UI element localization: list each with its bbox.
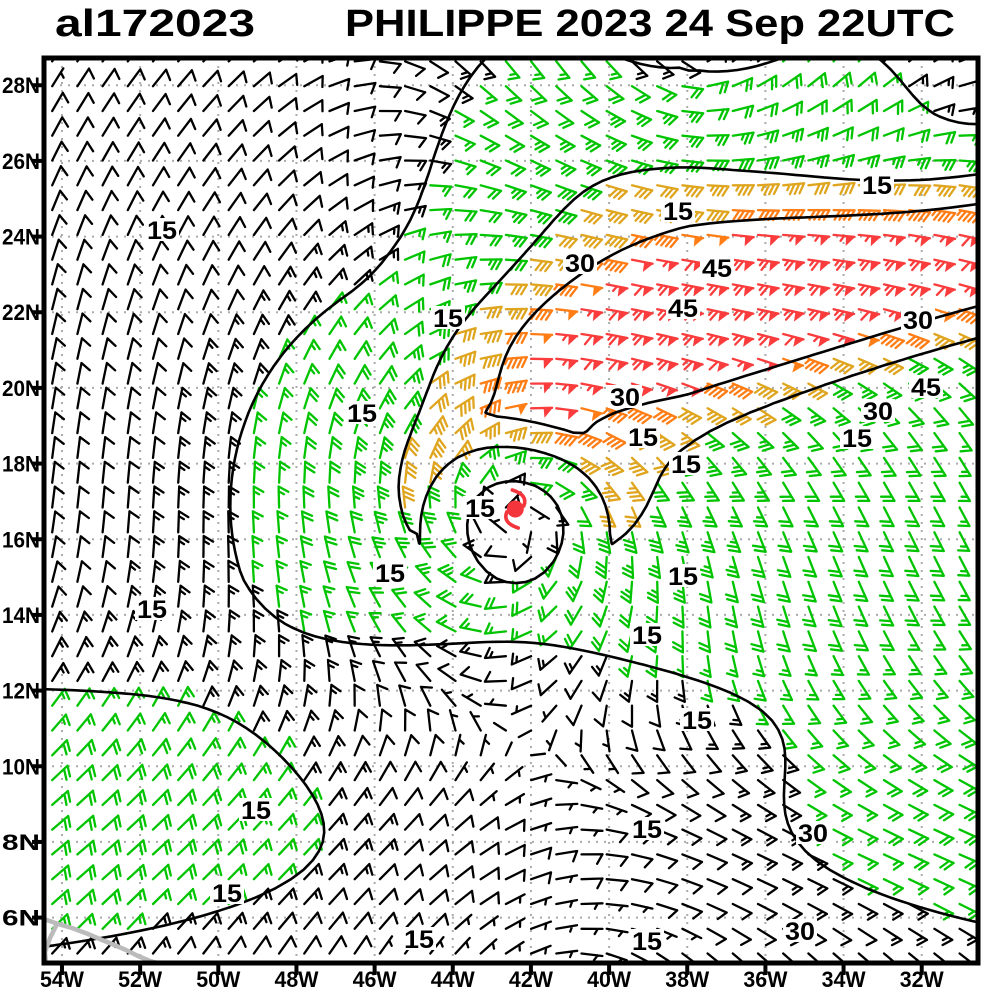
contour-label-30: 30	[903, 307, 933, 335]
contour-label-15: 15	[632, 622, 662, 650]
axis-y-labels: 28N 26N 24N 22N 20N 18N 16N 14N 12N 10N 8N 6N	[2, 73, 40, 930]
contour-label-15: 15	[404, 926, 434, 954]
y-tick-label-20N: 20N	[2, 376, 40, 401]
y-tick-label-14N: 14N	[2, 603, 40, 628]
storm-symbol-center	[506, 500, 524, 518]
contour-label-30: 30	[610, 384, 640, 412]
storm-symbol	[504, 488, 527, 530]
plot-frame	[41, 55, 981, 966]
contour-label-15: 15	[632, 928, 662, 956]
contour-label-15: 15	[375, 560, 405, 588]
contour-label-15: 15	[212, 880, 242, 908]
storm-symbol-top-arm	[510, 488, 527, 508]
x-tick-label-46W: 46W	[353, 967, 397, 989]
contour-label-bg	[783, 919, 817, 942]
y-tick-label-12N: 12N	[2, 679, 40, 704]
y-tick-label-6N: 6N	[2, 906, 40, 931]
contour-label-15: 15	[241, 797, 271, 825]
contour-label-30: 30	[798, 820, 828, 848]
x-tick-label-32W: 32W	[900, 967, 944, 989]
contour-label-bg	[860, 173, 894, 196]
isotach-contour-30	[397, 166, 978, 546]
contour-label-15: 15	[671, 451, 701, 479]
contour-label-bg	[630, 817, 664, 840]
x-tick-label-50W: 50W	[196, 967, 240, 989]
x-tick-label-38W: 38W	[665, 967, 709, 989]
contour-label-45: 45	[911, 374, 941, 402]
y-tick-label-18N: 18N	[2, 452, 40, 477]
x-tick-label-48W: 48W	[274, 967, 318, 989]
contour-label-bg	[861, 399, 895, 422]
contour-label-15: 15	[682, 707, 712, 735]
contour-label-30: 30	[863, 398, 893, 426]
contour-label-bg	[840, 426, 874, 449]
y-tick-label-26N: 26N	[2, 149, 40, 174]
contour-label-45: 45	[702, 255, 732, 283]
contour-label-15: 15	[663, 198, 693, 226]
x-tick-label-36W: 36W	[743, 967, 787, 989]
contour-label-15: 15	[137, 596, 167, 624]
y-tick-label-28N: 28N	[2, 73, 40, 98]
storm-symbol-bottom-arm	[504, 510, 521, 530]
title-storm-id: al172023	[55, 3, 255, 45]
contour-label-30: 30	[565, 250, 595, 278]
x-tick-label-52W: 52W	[118, 967, 162, 989]
contour-label-15: 15	[668, 563, 698, 591]
contour-label-45: 45	[668, 295, 698, 323]
contour-label-15: 15	[842, 425, 872, 453]
contour-label-bg	[700, 256, 734, 279]
contour-label-bg	[463, 496, 497, 519]
contour-label-bg	[210, 881, 244, 904]
contour-label-bg	[630, 623, 664, 646]
x-tick-label-40W: 40W	[587, 967, 631, 989]
title-main: PHILIPPE 2023 24 Sep 22UTC	[345, 3, 955, 45]
contour-label-bg	[431, 306, 465, 329]
x-tick-label-34W: 34W	[822, 967, 866, 989]
contour-label-15: 15	[862, 172, 892, 200]
axis-x-labels: 54W 52W 50W 48W 46W 44W 42W 40W 38W 36W 34W 32W	[40, 967, 944, 989]
contour-label-15: 15	[628, 424, 658, 452]
contour-label-bg	[145, 218, 179, 241]
contour-label-bg	[373, 561, 407, 584]
contour-label-30: 30	[785, 918, 815, 946]
x-tick-label-42W: 42W	[509, 967, 553, 989]
coastline	[44, 916, 161, 963]
coastline-main	[44, 916, 161, 963]
contour-label-bg	[666, 296, 700, 319]
y-tick-label-8N: 8N	[2, 830, 40, 855]
contour-label-15: 15	[632, 816, 662, 844]
contour-label-bg	[626, 425, 660, 448]
contour-label-bg	[563, 251, 597, 274]
y-tick-label-24N: 24N	[2, 225, 40, 250]
y-tick-label-22N: 22N	[2, 300, 40, 325]
contour-label-bg	[901, 308, 935, 331]
contour-label-bg	[402, 927, 436, 950]
y-tick-label-10N: 10N	[2, 754, 40, 779]
contour-label-bg	[680, 708, 714, 731]
contour-label-bg	[630, 929, 664, 952]
wind-barbs-class-4	[529, 233, 978, 413]
contour-label-15: 15	[347, 400, 377, 428]
contour-label-bg	[909, 375, 943, 398]
contour-label-bg	[135, 597, 169, 620]
wind-barb-pennants-class-4	[543, 235, 978, 420]
contour-label-15: 15	[433, 305, 463, 333]
x-tick-label-44W: 44W	[431, 967, 475, 989]
contour-label-bg	[239, 798, 273, 821]
contour-label-bg	[661, 199, 695, 222]
contour-label-bg	[666, 564, 700, 587]
wind-barb-pennants-class-3	[517, 236, 956, 422]
contour-label-bg	[608, 385, 642, 408]
contour-label-bg	[669, 452, 703, 475]
axis-ticks	[32, 83, 924, 975]
contour-label-15: 15	[147, 217, 177, 245]
x-tick-label-54W: 54W	[40, 967, 84, 989]
contour-label-bg	[345, 401, 379, 424]
contour-label-15: 15	[465, 495, 495, 523]
contour-label-bg	[796, 821, 830, 844]
y-tick-label-16N: 16N	[2, 527, 40, 552]
